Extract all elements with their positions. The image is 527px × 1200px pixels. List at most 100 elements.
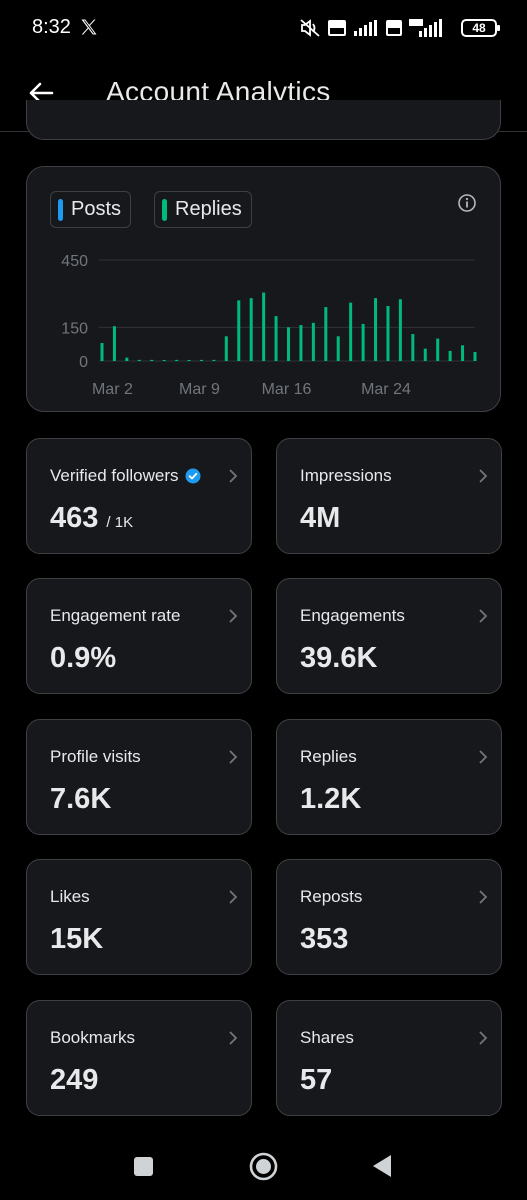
bar-mar-8 <box>187 360 191 361</box>
stat-label-reposts: Reposts <box>300 887 363 906</box>
stat-card-likes[interactable]: Likes 15K <box>26 859 252 975</box>
back-triangle-icon[interactable] <box>372 1154 392 1178</box>
stat-label-verified-followers: Verified followers <box>50 466 201 486</box>
mute-icon <box>300 19 320 37</box>
stat-value-profile-visits: 7.6K <box>50 783 112 815</box>
chevron-right-icon <box>479 750 488 764</box>
volte-icon <box>328 20 346 36</box>
battery-icon: 48 <box>461 19 500 37</box>
y-tick-label: 450 <box>61 253 88 270</box>
stat-label-likes: Likes <box>50 887 90 906</box>
bar-mar-27 <box>423 348 427 361</box>
y-tick-label: 0 <box>79 354 88 371</box>
bar-mar-4 <box>137 359 141 361</box>
x-tick-label: Mar 9 <box>179 381 220 398</box>
x-tick-label: Mar 2 <box>92 381 133 398</box>
status-icons <box>299 18 445 38</box>
bar-mar-22 <box>361 323 365 361</box>
info-icon[interactable] <box>457 193 477 213</box>
stat-card-engagement-rate[interactable]: Engagement rate 0.9% <box>26 578 252 694</box>
bar-mar-16 <box>287 327 290 361</box>
x-tick-label: Mar 24 <box>361 381 411 398</box>
bar-mar-25 <box>398 299 402 361</box>
chevron-right-icon <box>229 609 238 623</box>
stat-card-profile-visits[interactable]: Profile visits 7.6K <box>26 719 252 835</box>
verified-followers-label: Verified followers <box>50 466 179 485</box>
chevron-right-icon <box>479 469 488 483</box>
stat-value-likes: 15K <box>50 923 104 955</box>
chevron-right-icon <box>479 609 488 623</box>
stat-value-engagements: 39.6K <box>300 642 378 674</box>
stat-label-impressions: Impressions <box>300 466 392 485</box>
stat-card-reposts[interactable]: Reposts 353 <box>276 859 502 975</box>
5g-signal-icon <box>409 19 442 37</box>
bar-mar-24 <box>386 306 390 361</box>
bar-mar-28 <box>436 338 440 361</box>
posts-swatch <box>58 198 63 221</box>
home-circle-icon[interactable] <box>249 1152 278 1181</box>
stat-label-shares: Shares <box>300 1028 354 1047</box>
stat-label-bookmarks: Bookmarks <box>50 1028 136 1047</box>
x-logo-icon <box>81 19 97 35</box>
bar-mar-14 <box>262 292 266 361</box>
stat-value-verified-followers: 463 / 1K <box>50 502 133 535</box>
bar-mar-29 <box>448 350 452 361</box>
verified-badge-icon <box>185 468 201 484</box>
system-nav-bar <box>0 1140 527 1200</box>
stat-card-shares[interactable]: Shares 57 <box>276 1000 502 1116</box>
stat-value-engagement-rate: 0.9% <box>50 642 117 674</box>
previous-card-edge <box>26 100 501 140</box>
stat-label-engagements: Engagements <box>300 606 405 625</box>
chevron-right-icon <box>229 890 238 904</box>
bar-mar-26 <box>411 334 415 361</box>
bar-mar-18 <box>311 322 315 361</box>
y-tick-label: 150 <box>61 320 88 337</box>
bar-mar-2 <box>112 326 116 361</box>
bar-mar-11 <box>224 336 228 361</box>
verified-followers-goal: / 1K <box>106 514 134 531</box>
bar-mar-19 <box>324 307 328 361</box>
chevron-right-icon <box>229 750 238 764</box>
stat-value-reposts: 353 <box>300 923 349 955</box>
bar-mar-31 <box>473 352 477 361</box>
stat-value-shares: 57 <box>300 1064 333 1096</box>
arrow-left-icon[interactable] <box>28 80 54 106</box>
vonr-icon <box>386 20 402 36</box>
bar-mar-17 <box>299 325 303 361</box>
bar-mar-13 <box>249 298 253 361</box>
verified-followers-value: 463 <box>50 502 99 534</box>
stat-label-profile-visits: Profile visits <box>50 747 141 766</box>
recents-square-icon[interactable] <box>134 1157 153 1176</box>
bar-mar-20 <box>336 336 340 361</box>
bar-mar-7 <box>175 359 179 361</box>
x-tick-label: Mar 16 <box>262 381 312 398</box>
status-bar: 8:32 48 <box>0 0 527 58</box>
stat-card-verified-followers[interactable]: Verified followers 463 / 1K <box>26 438 252 554</box>
bar-mar-10 <box>212 359 216 361</box>
bar-mar-12 <box>237 300 241 361</box>
stat-card-impressions[interactable]: Impressions 4M <box>276 438 502 554</box>
stat-card-engagements[interactable]: Engagements 39.6K <box>276 578 502 694</box>
bar-mar-6 <box>162 360 166 361</box>
legend-replies-label: Replies <box>175 198 242 220</box>
status-time: 8:32 <box>32 16 71 38</box>
bar-mar-21 <box>349 302 353 361</box>
stat-card-replies[interactable]: Replies 1.2K <box>276 719 502 835</box>
chevron-right-icon <box>479 890 488 904</box>
chevron-right-icon <box>229 1031 238 1045</box>
bar-mar-15 <box>274 316 278 361</box>
bar-mar-30 <box>461 345 465 361</box>
stat-card-bookmarks[interactable]: Bookmarks 249 <box>26 1000 252 1116</box>
bar-mar-1 <box>100 343 104 361</box>
legend-posts-toggle[interactable]: Posts <box>50 191 132 228</box>
stat-label-engagement-rate: Engagement rate <box>50 606 181 625</box>
signal-icon <box>354 20 377 36</box>
bar-mar-5 <box>150 359 154 361</box>
bar-mar-3 <box>125 357 129 361</box>
activity-chart-card: Posts Replies 450 150 0 Mar 2 Mar 9 Mar 16 Mar… <box>26 166 501 412</box>
chevron-right-icon <box>479 1031 488 1045</box>
stat-label-replies: Replies <box>300 747 357 766</box>
legend-replies-toggle[interactable]: Replies <box>154 191 252 228</box>
chevron-right-icon <box>229 469 238 483</box>
